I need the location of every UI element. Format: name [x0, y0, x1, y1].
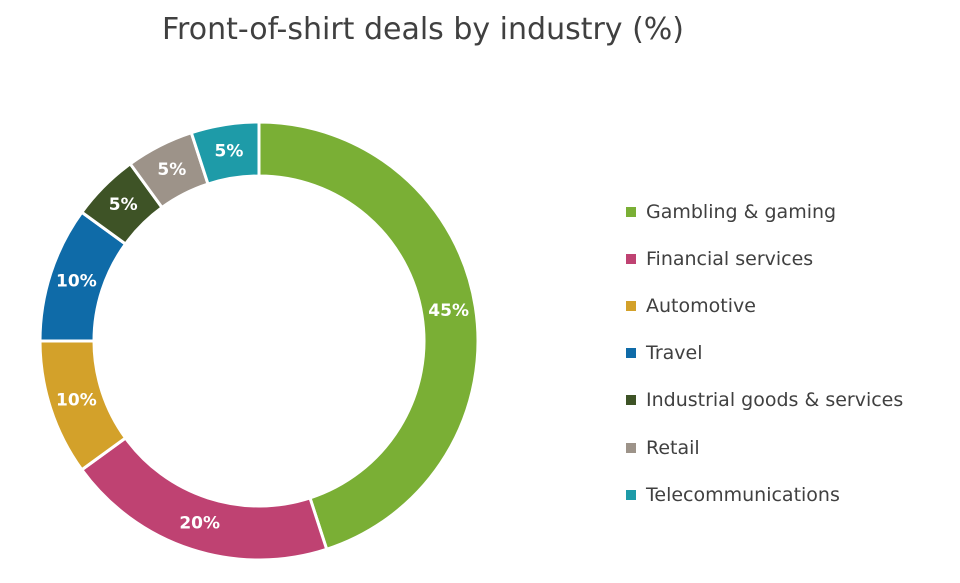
legend-item-telecommunications: Telecommunications	[626, 471, 903, 518]
data-label-industrial-goods-and-services: 5%	[109, 195, 138, 215]
donut-slices	[38, 120, 480, 562]
slice-gambling-and-gaming	[257, 120, 480, 552]
legend-label: Retail	[646, 436, 700, 459]
donut-labels: 45% 20% 10% 10% 5% 5% 5%	[56, 141, 469, 533]
legend-label: Gambling & gaming	[646, 200, 837, 223]
legend-swatch	[626, 395, 636, 406]
data-label-travel: 10%	[56, 272, 97, 292]
legend-swatch	[626, 300, 636, 311]
legend-swatch	[626, 206, 636, 217]
slice-financial-services	[79, 435, 329, 562]
legend-item-financial-services: Financial services	[626, 235, 903, 282]
legend-item-industrial-goods-and-services: Industrial goods & services	[626, 377, 903, 424]
legend: Gambling & gaming Financial services Autom…	[626, 188, 903, 518]
chart-title: Front-of-shirt deals by industry (%)	[161, 12, 685, 47]
legend-label: Financial services	[646, 247, 814, 270]
legend-swatch	[626, 348, 636, 359]
legend-item-automotive: Automotive	[626, 282, 903, 329]
data-label-gambling-and-gaming: 45%	[428, 301, 469, 321]
legend-label: Automotive	[646, 294, 756, 317]
legend-swatch	[626, 253, 636, 264]
legend-label: Travel	[646, 342, 703, 365]
legend-item-retail: Retail	[626, 424, 903, 471]
legend-swatch	[626, 442, 636, 453]
data-label-automotive: 10%	[56, 390, 97, 410]
legend-label: Telecommunications	[646, 483, 840, 506]
legend-label: Industrial goods & services	[646, 389, 904, 412]
data-label-telecommunications: 5%	[215, 141, 244, 161]
data-label-financial-services: 20%	[179, 514, 220, 534]
legend-swatch	[626, 489, 636, 500]
legend-item-gambling-and-gaming: Gambling & gaming	[626, 188, 903, 235]
legend-item-travel: Travel	[626, 330, 903, 377]
data-label-retail: 5%	[157, 160, 186, 180]
slice-telecommunications	[189, 120, 261, 186]
